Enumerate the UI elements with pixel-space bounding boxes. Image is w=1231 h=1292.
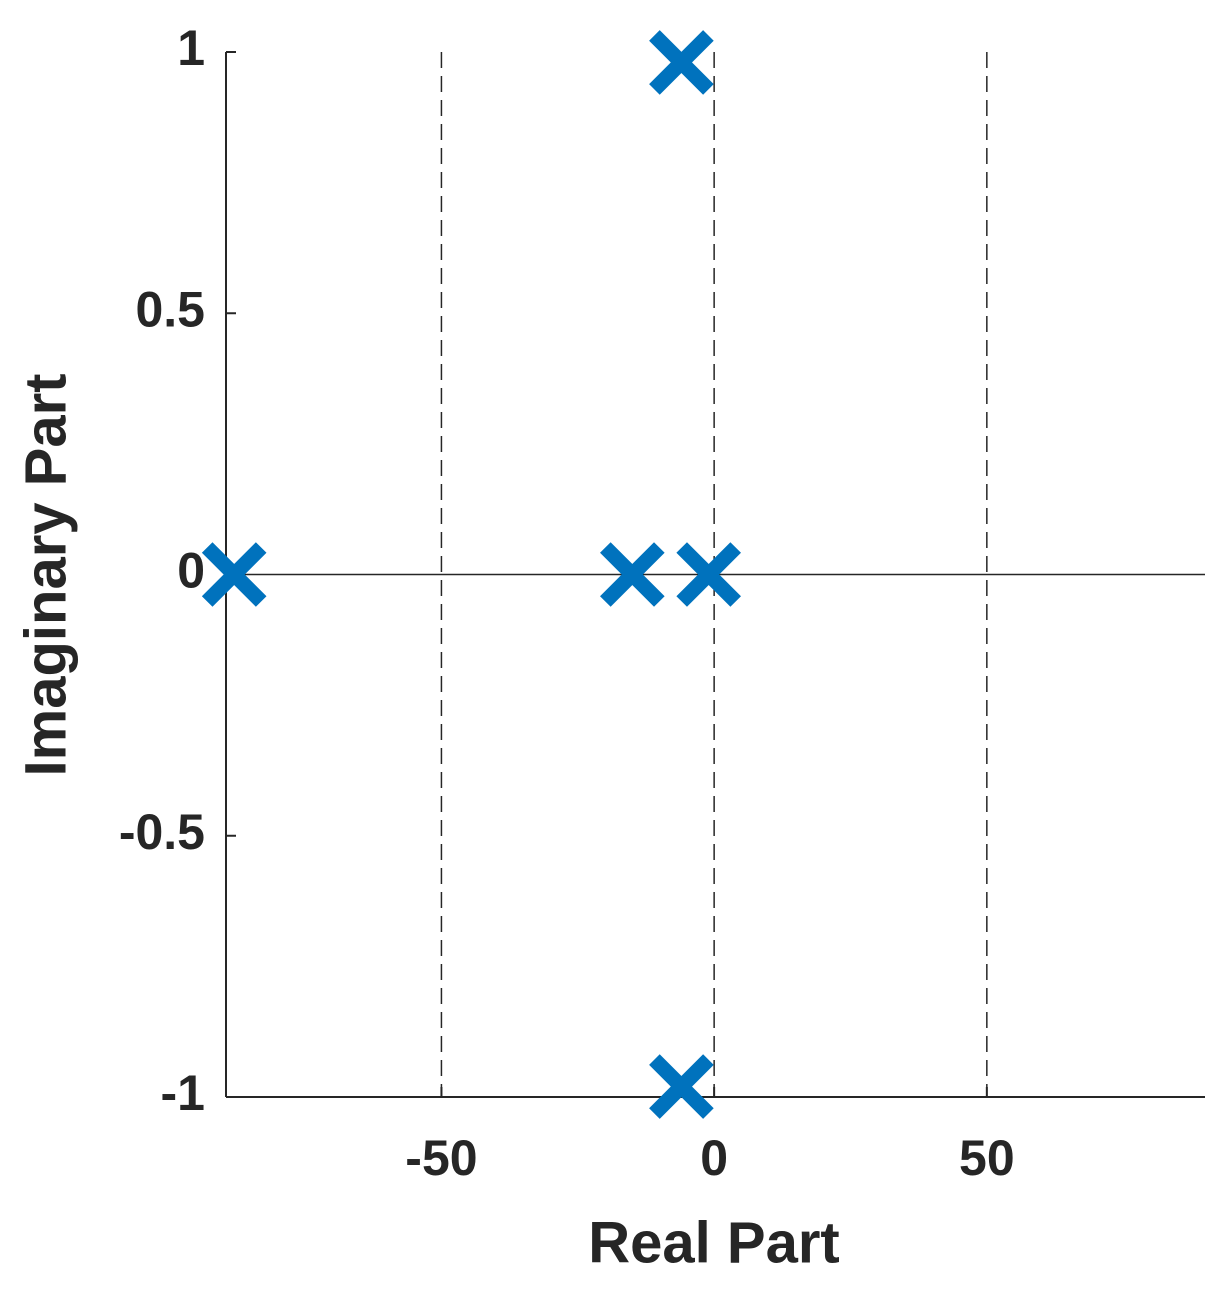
y-tick-label: -0.5 [119, 804, 205, 860]
y-tick-label: 0 [177, 543, 205, 599]
x-axis-title: Real Part [588, 1210, 839, 1275]
pole-marker [649, 1054, 714, 1119]
x-tick-label: 50 [959, 1130, 1015, 1186]
pole-marker [649, 30, 714, 95]
y-tick-label: 0.5 [135, 281, 205, 337]
x-tick-label: 0 [700, 1130, 728, 1186]
x-tick-label: -50 [405, 1130, 477, 1186]
y-axis-title: Imaginary Part [13, 374, 78, 777]
pole-marker [600, 542, 665, 607]
pole-marker [676, 542, 741, 607]
y-tick-label: 1 [177, 20, 205, 76]
pole-marker [201, 542, 267, 607]
y-tick-label: -1 [161, 1065, 205, 1121]
